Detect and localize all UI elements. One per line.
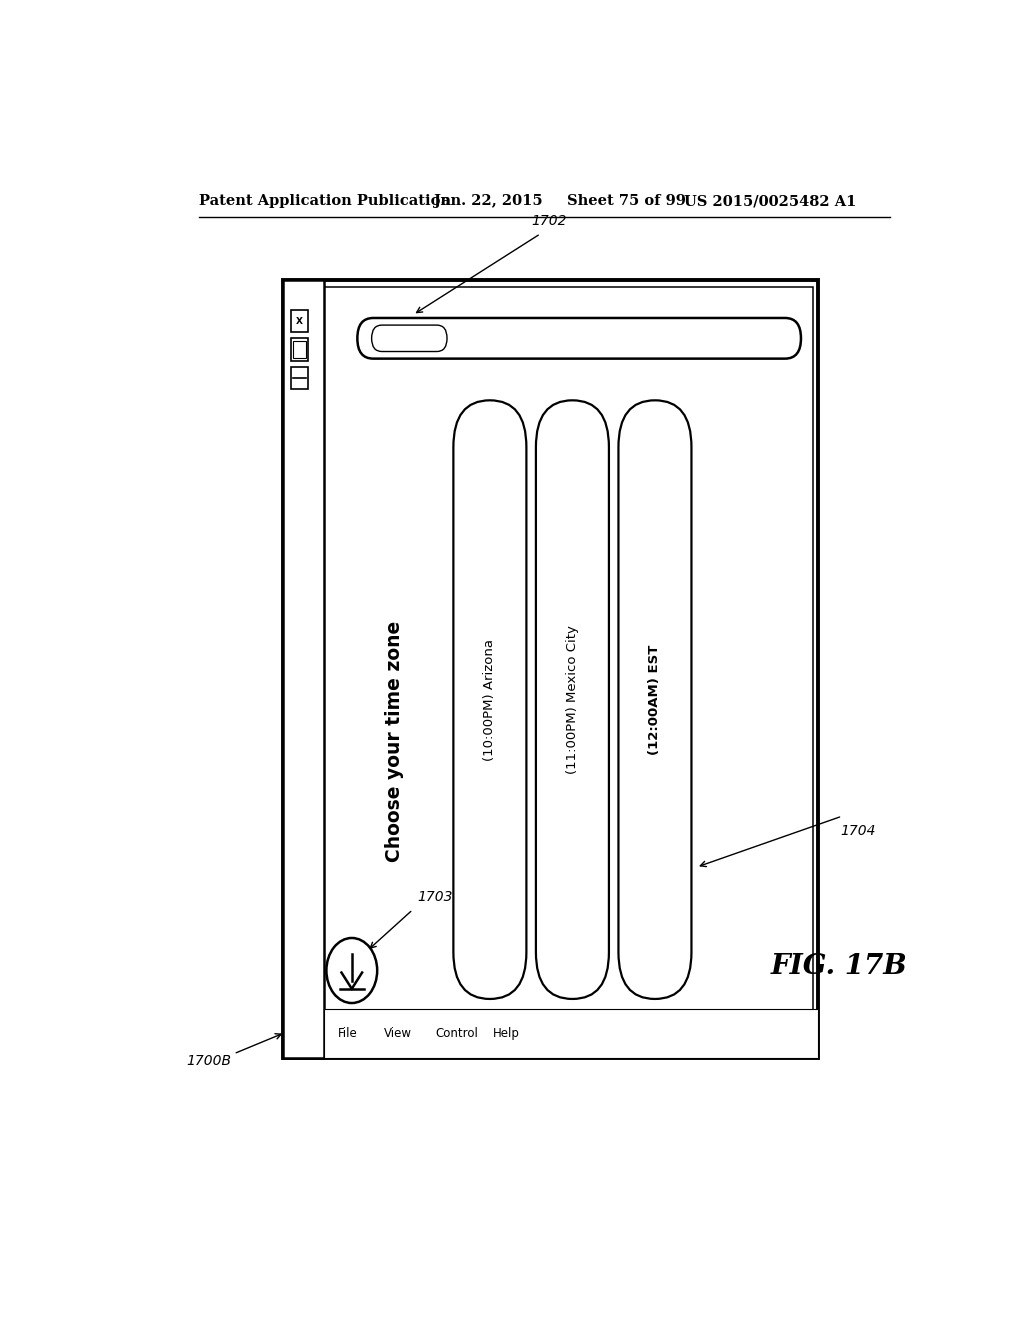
Text: Sheet 75 of 99: Sheet 75 of 99 (567, 194, 686, 209)
Text: Control: Control (435, 1027, 478, 1040)
Text: Jan. 22, 2015: Jan. 22, 2015 (433, 194, 542, 209)
Text: 1704: 1704 (841, 824, 877, 838)
Bar (291, 338, 308, 360)
FancyBboxPatch shape (357, 318, 801, 359)
FancyBboxPatch shape (454, 400, 526, 999)
Bar (283, 280, 818, 1057)
Bar (291, 310, 308, 333)
Text: (10:00PM) Arizona: (10:00PM) Arizona (483, 639, 497, 760)
Text: File: File (338, 1027, 358, 1040)
Text: Choose your time zone: Choose your time zone (385, 620, 404, 862)
Bar (324, 1008, 818, 1057)
Text: Patent Application Publication: Patent Application Publication (200, 194, 452, 209)
Text: FIG. 17B: FIG. 17B (771, 953, 907, 979)
FancyBboxPatch shape (618, 400, 691, 999)
Text: 1703: 1703 (417, 890, 453, 904)
Bar (293, 342, 306, 358)
FancyBboxPatch shape (536, 400, 609, 999)
FancyBboxPatch shape (372, 325, 447, 351)
Bar (289, 288, 813, 1051)
Bar (283, 280, 324, 1057)
Text: 1702: 1702 (530, 214, 566, 228)
Text: (11:00PM) Mexico City: (11:00PM) Mexico City (566, 626, 579, 774)
Text: Help: Help (494, 1027, 520, 1040)
Text: View: View (384, 1027, 412, 1040)
Text: X: X (296, 317, 303, 326)
Text: 1700B: 1700B (186, 1053, 231, 1068)
Text: (12:00AM) EST: (12:00AM) EST (648, 644, 662, 755)
Text: US 2015/0025482 A1: US 2015/0025482 A1 (684, 194, 856, 209)
Bar (291, 367, 308, 389)
